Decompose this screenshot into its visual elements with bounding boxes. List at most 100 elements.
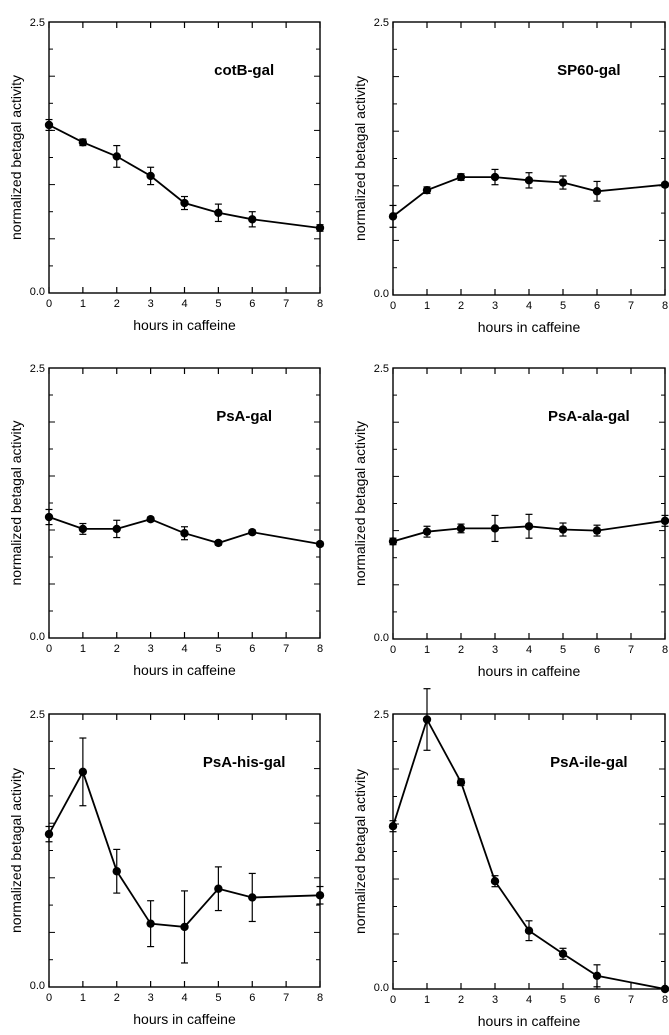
chart-title: PsA-ala-gal [548, 408, 630, 425]
x-tick-label: 1 [424, 644, 430, 656]
y-tick-label: 2.5 [30, 363, 45, 375]
data-point [422, 715, 432, 724]
x-tick-label: 2 [114, 298, 120, 310]
data-point [78, 138, 88, 147]
y-tick-label: 2.5 [374, 363, 389, 375]
x-tick-label: 2 [458, 994, 464, 1006]
data-point [592, 526, 602, 535]
x-tick-label: 6 [249, 992, 255, 1004]
data-point [180, 529, 189, 538]
data-point [112, 152, 121, 161]
x-axis-label: hours in caffeine [478, 319, 581, 335]
chart-panel: 0 1 2 3 4 5 6 7 8 2.5 0.0 hours in caffeine normaliz… [8, 17, 325, 333]
series-line [392, 176, 666, 218]
data-point [146, 171, 155, 181]
x-tick-label: 0 [390, 300, 396, 312]
y-tick-label: 0.0 [30, 980, 45, 992]
x-tick-label: 0 [46, 298, 52, 310]
chart-panel: 0 1 2 3 4 5 6 7 8 2.5 0.0 hours in caffeine normaliz… [8, 363, 325, 678]
data-point [214, 884, 223, 893]
x-axis-label: hours in caffeine [133, 1011, 236, 1027]
plot-frame [48, 367, 321, 639]
x-tick-label: 3 [492, 994, 498, 1006]
data-point [524, 522, 534, 531]
y-axis-label: normalized betagal activity [352, 421, 368, 586]
y-axis-label: normalized betagal activity [352, 769, 368, 934]
chart-title: PsA-gal [216, 408, 272, 425]
data-point [660, 984, 669, 994]
chart-title: cotB-gal [214, 62, 274, 79]
x-tick-label: 7 [628, 300, 634, 312]
data-point [248, 215, 257, 224]
y-tick-label: 2.5 [30, 17, 45, 29]
y-tick-label: 0.0 [374, 982, 389, 994]
x-tick-label: 7 [628, 644, 634, 656]
x-axis-label: hours in caffeine [133, 662, 236, 678]
x-tick-label: 5 [560, 994, 566, 1006]
y-tick-label: 0.0 [30, 631, 45, 643]
x-tick-label: 8 [317, 298, 323, 310]
data-point [422, 185, 432, 195]
x-tick-label: 1 [80, 643, 86, 655]
x-tick-label: 3 [148, 298, 154, 310]
series-line [48, 516, 321, 545]
x-axis-label: hours in caffeine [478, 663, 581, 679]
y-axis-label: normalized betagal activity [8, 421, 24, 586]
data-point [315, 891, 325, 900]
data-point [78, 524, 88, 534]
y-tick-label: 2.5 [30, 709, 45, 721]
x-tick-label: 1 [80, 992, 86, 1004]
x-tick-label: 1 [80, 298, 86, 310]
data-point [180, 922, 189, 932]
data-point [112, 524, 121, 534]
data-point [592, 971, 602, 980]
x-axis-label: hours in caffeine [478, 1013, 581, 1029]
data-point [146, 515, 155, 524]
data-point [524, 926, 534, 935]
x-tick-label: 5 [560, 644, 566, 656]
x-tick-label: 2 [458, 644, 464, 656]
x-tick-label: 4 [526, 300, 532, 312]
x-tick-label: 3 [148, 992, 154, 1004]
data-point [146, 919, 155, 928]
data-point [558, 178, 568, 187]
series-line [392, 717, 666, 990]
x-tick-label: 4 [181, 643, 187, 655]
chart-panel: 0 1 2 3 4 5 6 7 8 2.5 0.0 hours in caffeine normaliz… [352, 363, 669, 679]
data-point [490, 877, 500, 886]
x-tick-label: 3 [148, 643, 154, 655]
y-tick-label: 0.0 [30, 286, 45, 298]
x-tick-label: 7 [283, 992, 289, 1004]
x-tick-label: 1 [424, 300, 430, 312]
data-point [422, 527, 432, 536]
x-tick-label: 6 [594, 994, 600, 1006]
data-point [456, 172, 466, 182]
x-tick-label: 0 [390, 644, 396, 656]
x-tick-label: 2 [114, 643, 120, 655]
x-tick-label: 6 [594, 644, 600, 656]
data-point [214, 538, 223, 548]
data-point [44, 120, 54, 130]
chart-title: PsA-ile-gal [550, 754, 628, 771]
chart-panel: 0 1 2 3 4 5 6 7 8 2.5 0.0 hours in caffeine normaliz… [352, 688, 669, 1029]
plot-frame [48, 21, 321, 294]
data-point [388, 212, 398, 221]
x-tick-label: 2 [114, 992, 120, 1004]
x-tick-label: 8 [662, 994, 668, 1006]
data-point [456, 778, 466, 787]
chart-panel: 0 1 2 3 4 5 6 7 8 2.5 0.0 hours in caffeine normaliz… [352, 17, 669, 335]
x-tick-label: 3 [492, 300, 498, 312]
data-point [660, 516, 669, 526]
data-point [112, 867, 121, 876]
x-tick-label: 4 [181, 992, 187, 1004]
data-point [78, 767, 88, 777]
x-tick-label: 1 [424, 994, 430, 1006]
x-tick-label: 8 [662, 300, 668, 312]
x-tick-label: 6 [249, 643, 255, 655]
x-tick-label: 0 [46, 643, 52, 655]
x-tick-label: 7 [628, 994, 634, 1006]
data-point [388, 537, 398, 546]
x-tick-label: 0 [46, 992, 52, 1004]
data-point [248, 527, 257, 537]
